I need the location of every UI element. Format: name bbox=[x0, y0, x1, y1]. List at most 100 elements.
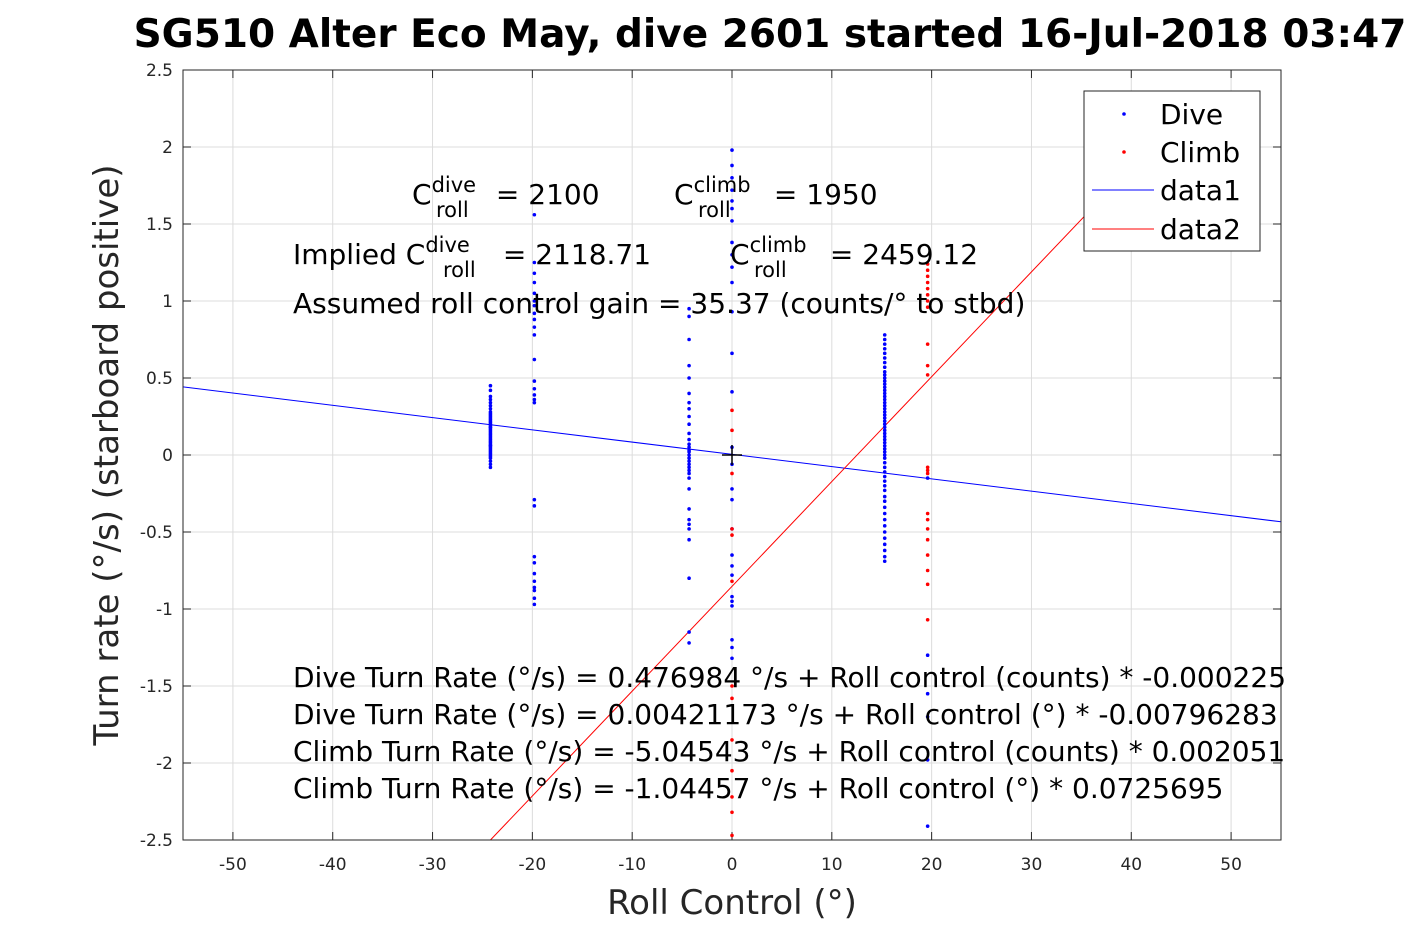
dive-point bbox=[687, 641, 691, 645]
dive-point bbox=[687, 465, 691, 470]
dive-point bbox=[882, 428, 887, 433]
climb-point bbox=[925, 568, 930, 573]
dive-point bbox=[730, 219, 734, 223]
dive-point bbox=[730, 604, 734, 608]
dive-point bbox=[687, 363, 691, 368]
climb-point bbox=[925, 527, 930, 531]
y-tick-label: -1 bbox=[156, 600, 173, 620]
dive-point bbox=[882, 356, 887, 360]
legend: Dive Climb data1 data2 bbox=[1083, 90, 1261, 252]
dive-point bbox=[532, 588, 537, 593]
climb-point bbox=[730, 579, 734, 584]
climb-point bbox=[730, 696, 734, 701]
dive-point bbox=[488, 456, 493, 460]
dive-point bbox=[882, 370, 887, 374]
dive-point bbox=[532, 504, 537, 508]
dive-point bbox=[532, 596, 537, 601]
dive-point bbox=[687, 471, 691, 476]
y-tick-label: -1.5 bbox=[140, 677, 173, 697]
dive-point bbox=[532, 393, 537, 397]
dive-point bbox=[687, 314, 691, 319]
dive-equation-counts: Dive Turn Rate (°/s) = 0.476984 °/s + Ro… bbox=[293, 661, 1286, 694]
dive-point bbox=[882, 456, 887, 460]
dive-point bbox=[532, 379, 537, 383]
dive-point bbox=[532, 291, 537, 296]
dive-point bbox=[687, 306, 691, 311]
dive-point bbox=[488, 388, 493, 393]
climb-point bbox=[925, 537, 930, 542]
dive-point bbox=[687, 445, 691, 450]
chart-title: SG510 Alter Eco May, dive 2601 started 1… bbox=[134, 12, 1407, 57]
climb-point bbox=[925, 517, 930, 522]
dive-point bbox=[925, 824, 930, 828]
dive-point bbox=[925, 715, 930, 719]
dive-point bbox=[687, 400, 691, 405]
dive-point bbox=[687, 431, 691, 436]
climb-point bbox=[730, 533, 734, 537]
x-axis-label: Roll Control (°) bbox=[607, 883, 857, 923]
dive-point bbox=[730, 351, 734, 356]
dive-point bbox=[882, 554, 887, 559]
c-climb-annotation: Cclimb roll = 1950 bbox=[674, 173, 878, 222]
dive-point bbox=[532, 333, 537, 337]
dive-point bbox=[882, 394, 887, 399]
plot-frame bbox=[182, 69, 1282, 841]
dive-point bbox=[488, 462, 493, 467]
x-tick-label: -10 bbox=[618, 855, 646, 875]
dive-point bbox=[488, 394, 493, 399]
dive-point bbox=[687, 422, 691, 427]
y-axis-label: Turn rate (°/s) (starboard positive) bbox=[87, 164, 127, 746]
dive-point bbox=[882, 373, 887, 377]
dive-point bbox=[730, 564, 734, 568]
dive-point bbox=[532, 212, 537, 217]
x-tick-label: -20 bbox=[518, 855, 546, 875]
dive-point bbox=[687, 576, 691, 580]
dive-point bbox=[882, 511, 887, 516]
dive-point bbox=[532, 602, 537, 607]
climb-point bbox=[925, 342, 930, 346]
dive-point bbox=[882, 517, 887, 522]
legend-climb-marker bbox=[1122, 150, 1126, 154]
climb-point bbox=[925, 363, 930, 368]
climb-point bbox=[730, 810, 734, 815]
dive-point bbox=[882, 536, 887, 540]
dive-point bbox=[532, 325, 537, 329]
climb-point bbox=[730, 527, 734, 531]
climb-point bbox=[925, 280, 930, 285]
dive-point bbox=[730, 497, 734, 502]
dive-point bbox=[488, 407, 493, 411]
dive-point bbox=[687, 337, 691, 342]
dive-point bbox=[882, 447, 887, 451]
dive-point bbox=[687, 442, 691, 447]
x-tick-label: 20 bbox=[921, 855, 943, 875]
climb-point bbox=[925, 471, 930, 476]
dive-point bbox=[882, 391, 887, 396]
dive-point bbox=[730, 265, 734, 269]
dive-point bbox=[730, 309, 734, 314]
dive-point bbox=[687, 450, 691, 454]
climb-point bbox=[925, 262, 930, 266]
dive-point bbox=[882, 460, 887, 465]
dive-point bbox=[488, 459, 493, 463]
dive-point bbox=[488, 383, 493, 388]
implied-dive-annotation: Implied Cdive roll = 2118.71 bbox=[293, 233, 651, 282]
dive-point bbox=[687, 522, 691, 527]
climb-point bbox=[730, 738, 734, 742]
climb-point bbox=[925, 465, 930, 470]
climb-point bbox=[925, 293, 930, 297]
dive-point bbox=[532, 585, 537, 590]
dive-point bbox=[730, 573, 734, 577]
climb-point bbox=[730, 833, 734, 838]
dive-point bbox=[882, 351, 887, 356]
dive-point bbox=[882, 431, 887, 436]
legend-box bbox=[1083, 90, 1261, 252]
dive-point bbox=[687, 459, 691, 463]
dive-point bbox=[532, 561, 537, 565]
x-tick-label: 50 bbox=[1220, 855, 1242, 875]
dive-point bbox=[532, 386, 537, 391]
dive-point bbox=[488, 403, 493, 408]
dive-point bbox=[687, 468, 691, 473]
implied-climb-annotation: Cclimb roll = 2459.12 bbox=[730, 233, 978, 282]
dive-point bbox=[925, 653, 930, 657]
dive-point bbox=[687, 507, 691, 511]
